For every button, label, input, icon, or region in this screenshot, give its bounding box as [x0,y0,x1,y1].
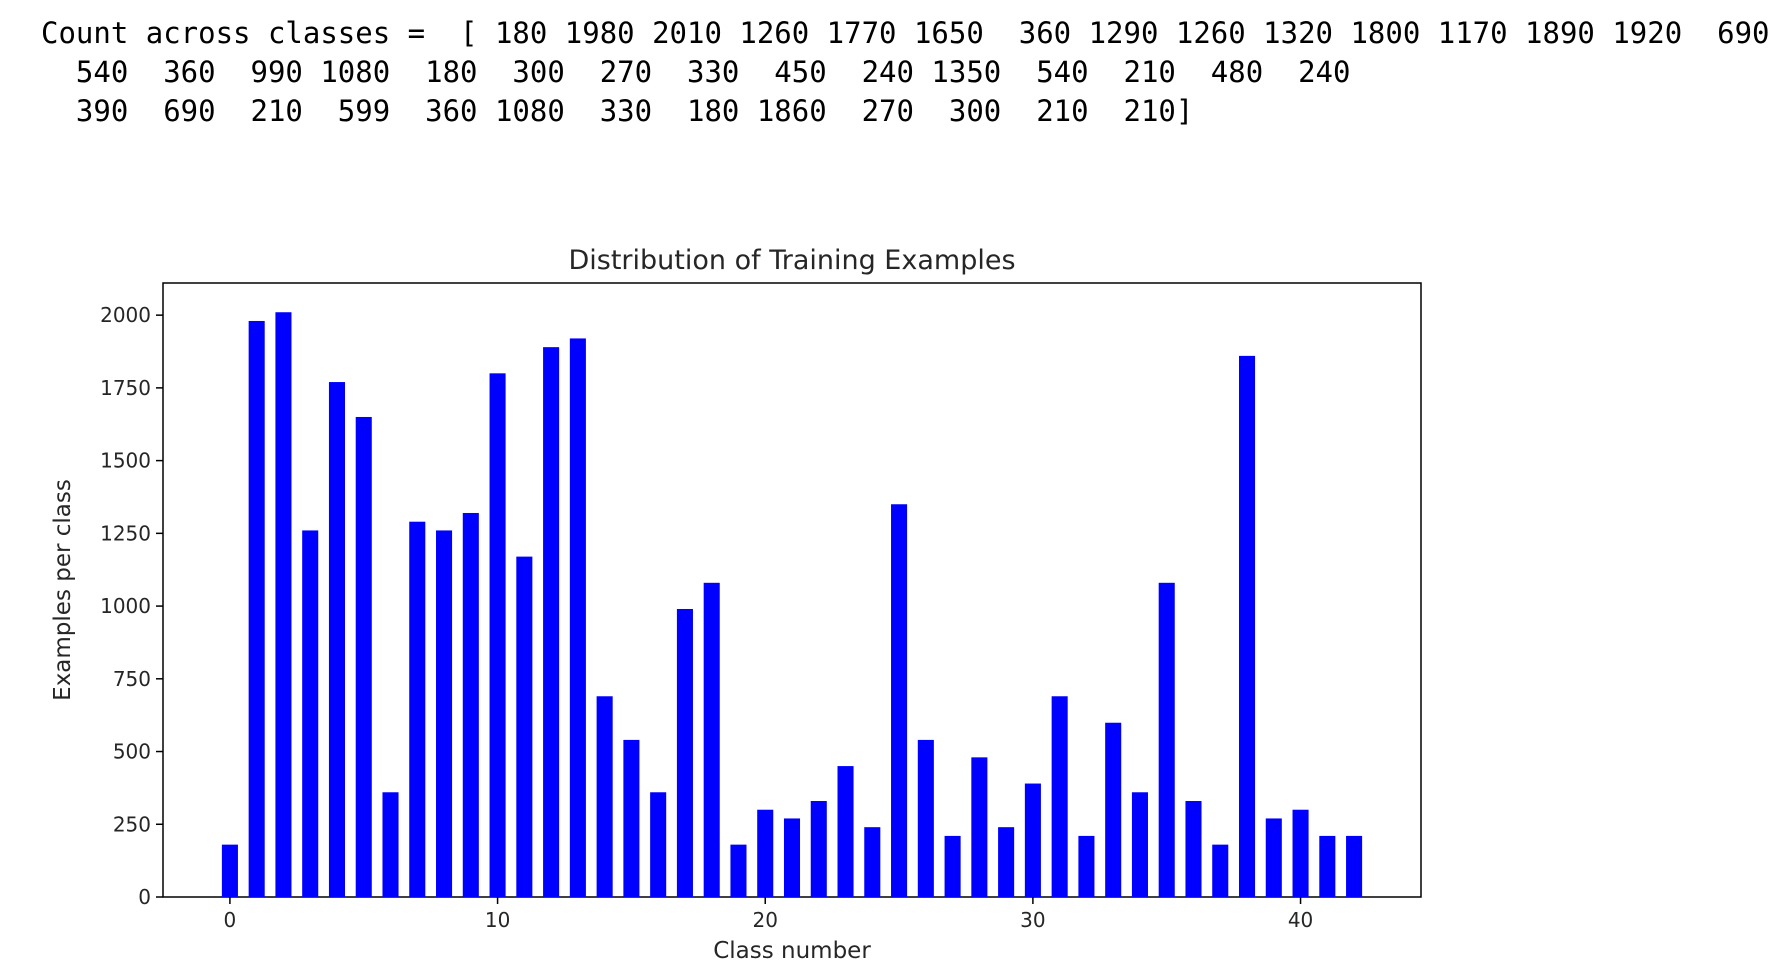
bar-class-36 [1185,800,1202,897]
bar-class-30 [1024,783,1041,897]
bar-class-37 [1212,844,1229,897]
bar-class-24 [864,827,881,897]
bar-class-38 [1238,355,1256,897]
bar-class-16 [650,792,667,897]
bar-class-41 [1319,835,1336,897]
bar-class-15 [623,739,640,897]
bar-class-17 [676,608,693,897]
bar-class-0 [221,844,238,897]
bar-class-32 [1078,835,1095,897]
bar-class-10 [489,373,506,897]
output-line: Count across classes = [ 180 1980 2010 1… [41,16,1770,50]
bar-class-42 [1346,835,1363,897]
output-line: 390 690 210 599 360 1080 330 180 1860 27… [41,94,1194,128]
bar-class-8 [436,530,453,897]
bar-class-21 [783,818,801,897]
y-tick-label: 250 [113,812,151,836]
bar-class-18 [703,582,720,897]
bar-class-7 [409,521,426,897]
bar-class-13 [569,338,586,897]
y-tick-label: 500 [113,740,151,764]
bar-class-5 [355,416,372,897]
bar-class-25 [891,504,908,897]
y-tick-label: 2000 [100,303,151,327]
bar-class-22 [810,800,827,897]
y-tick-label: 1500 [100,449,151,473]
bar-class-11 [516,556,533,897]
bar-class-39 [1265,818,1282,897]
y-tick-label: 0 [138,885,151,909]
x-tick-label: 0 [224,908,237,932]
y-axis-ticks: 0 250 500 750 1000 1250 1500 1750 2000 [100,303,163,909]
bar-class-34 [1131,792,1148,897]
bar-class-1 [248,320,265,897]
y-tick-label: 1250 [100,521,151,545]
bar-class-27 [944,835,961,897]
bar-class-31 [1051,696,1068,897]
y-tick-label: 1000 [100,594,151,618]
chart-title: Distribution of Training Examples [568,245,1015,276]
bar-class-23 [837,766,854,897]
bar-class-40 [1292,809,1309,897]
output-line: 540 360 990 1080 180 300 270 330 450 240… [41,55,1351,89]
x-axis-label: Class number [713,938,871,964]
cell-output-text: Count across classes = [ 180 1980 2010 1… [41,14,1770,131]
y-tick-label: 1750 [100,376,151,400]
bar-class-6 [382,792,399,897]
plot-frame [162,282,1422,898]
x-tick-label: 30 [1020,908,1045,932]
x-tick-label: 20 [753,908,778,932]
bar-class-26 [917,739,934,897]
bar-class-19 [730,844,747,897]
bar-class-3 [302,530,319,897]
y-axis-label: Examples per class [50,479,76,701]
bars-group [221,312,1363,897]
bar-class-9 [462,512,479,897]
bar-class-14 [596,696,613,897]
bar-class-35 [1158,582,1175,897]
bar-class-29 [998,827,1015,897]
bar-class-4 [328,382,346,897]
x-tick-label: 10 [485,908,510,932]
y-tick-label: 750 [113,667,151,691]
bar-class-20 [757,809,774,897]
bar-class-2 [275,312,292,897]
x-tick-label: 40 [1288,908,1313,932]
x-axis-ticks: 0 10 20 30 40 [224,897,1313,932]
bar-class-33 [1105,722,1122,897]
bar-class-12 [543,347,560,897]
bar-class-28 [971,757,988,897]
